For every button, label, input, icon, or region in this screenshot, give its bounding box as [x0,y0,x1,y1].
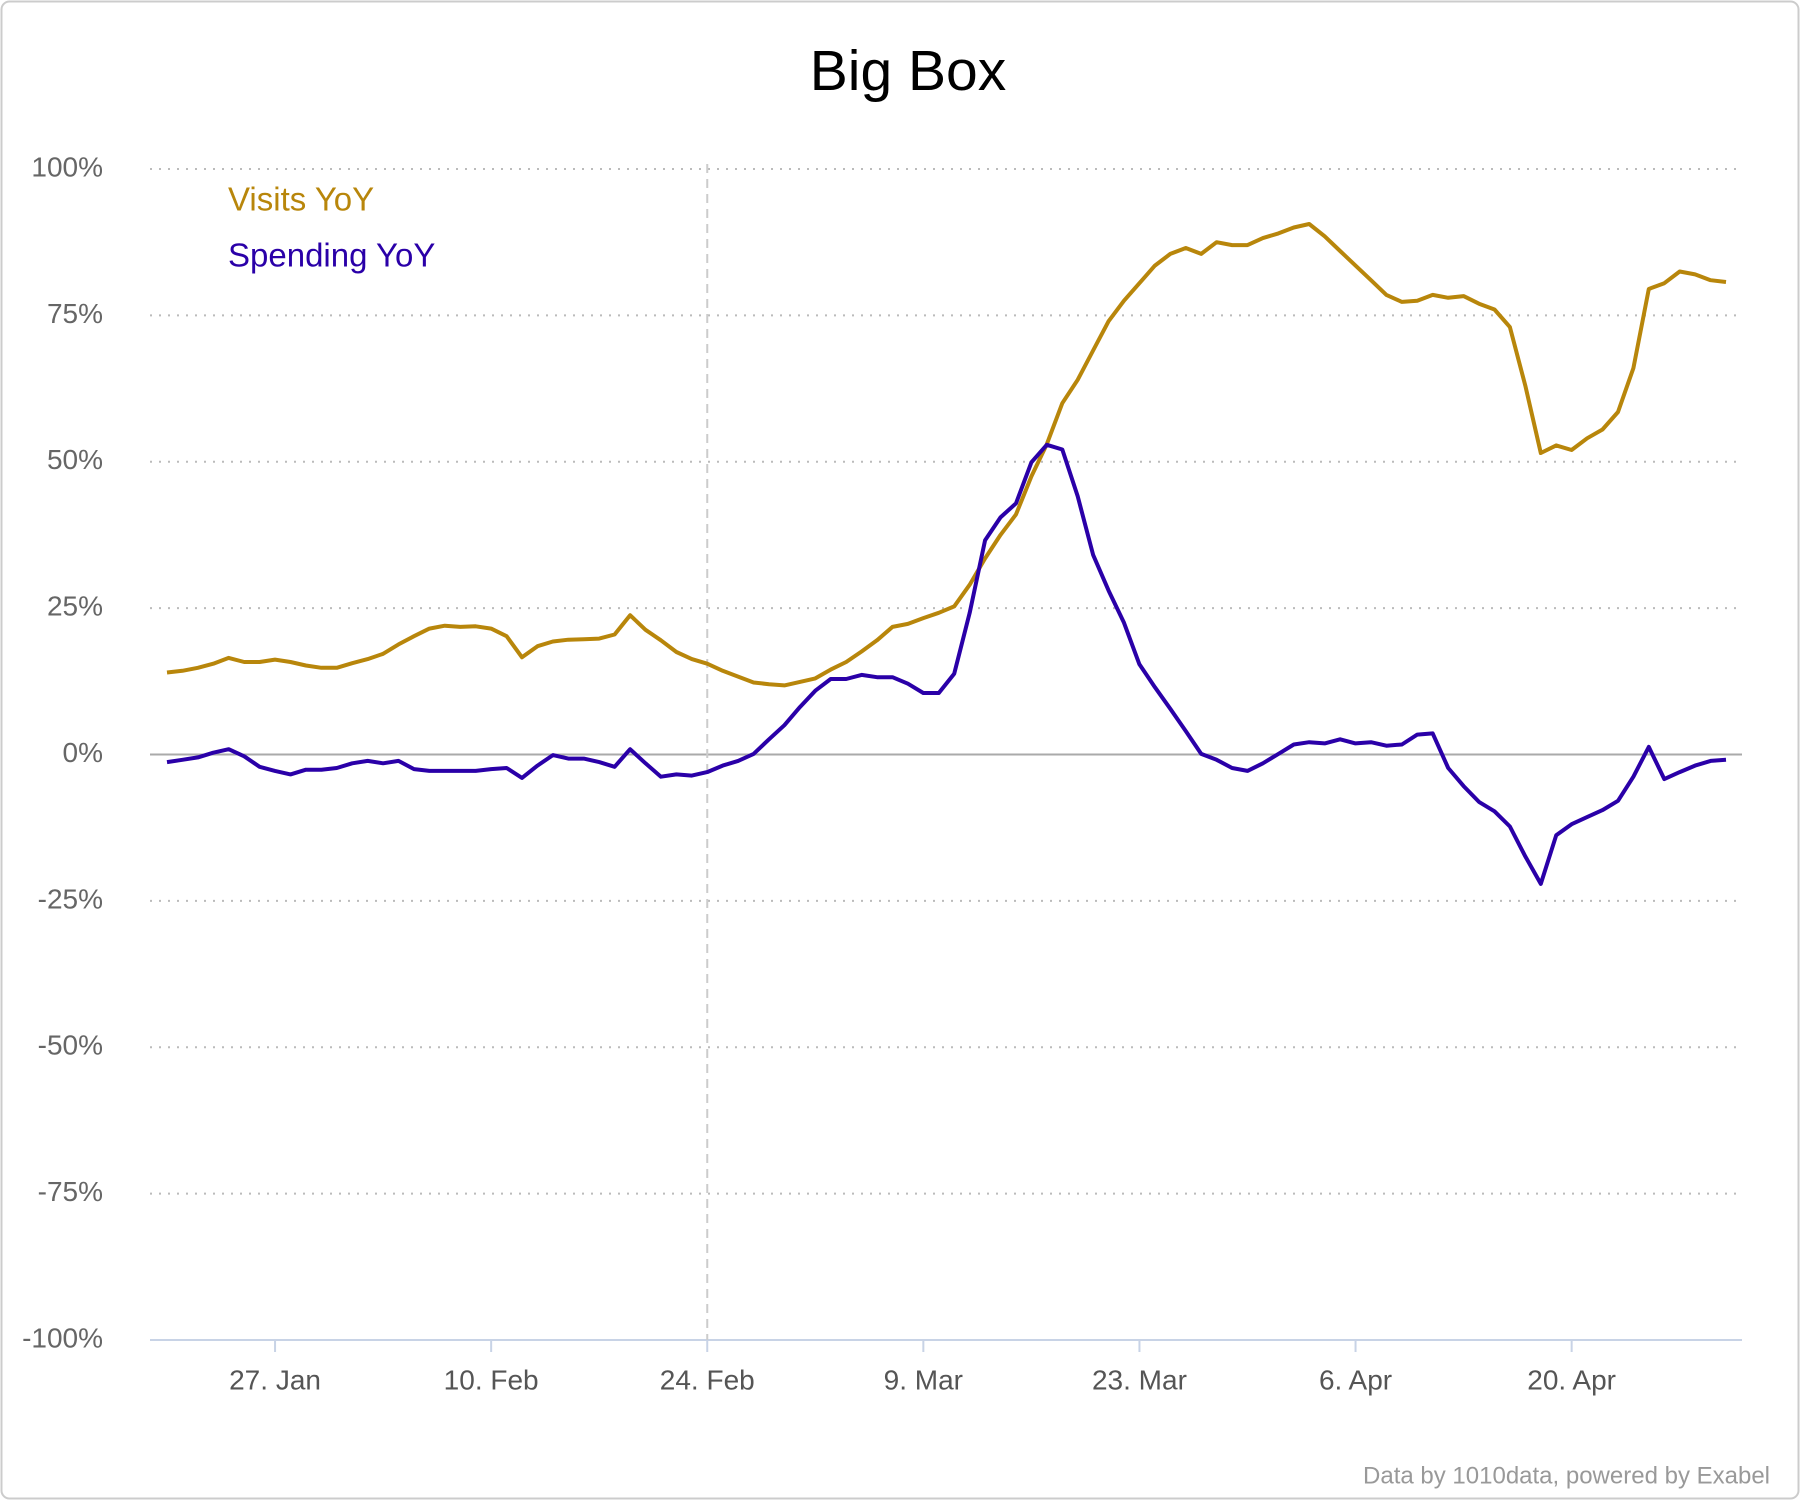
x-tick-label: 23. Mar [1092,1364,1187,1395]
x-tick-label: 10. Feb [444,1364,539,1395]
y-tick-label: 25% [47,591,103,622]
legend-entry: Spending YoY [228,237,435,274]
series-line [166,222,1727,688]
y-tick-label: 75% [47,298,103,329]
credit: Data by 1010data, powered by Exabel [1363,1462,1770,1489]
x-tick-label: 24. Feb [660,1364,755,1395]
y-tick-label: -75% [38,1176,103,1207]
y-tick-label: -100% [22,1322,103,1353]
y-tick-label: 0% [63,737,103,768]
legend-entry: Visits YoY [228,181,374,218]
x-tick-label: 6. Apr [1319,1364,1392,1395]
x-tick-label: 20. Apr [1527,1364,1616,1395]
y-tick-label: 50% [47,444,103,475]
y-tick-label: -50% [38,1030,103,1061]
series-line [166,442,1727,886]
y-tick-label: 100% [31,151,103,182]
x-tick-label: 9. Mar [884,1364,963,1395]
x-tick-label: 27. Jan [229,1364,321,1395]
y-tick-label: -25% [38,883,103,914]
chart-title: Big Box [810,39,1006,103]
